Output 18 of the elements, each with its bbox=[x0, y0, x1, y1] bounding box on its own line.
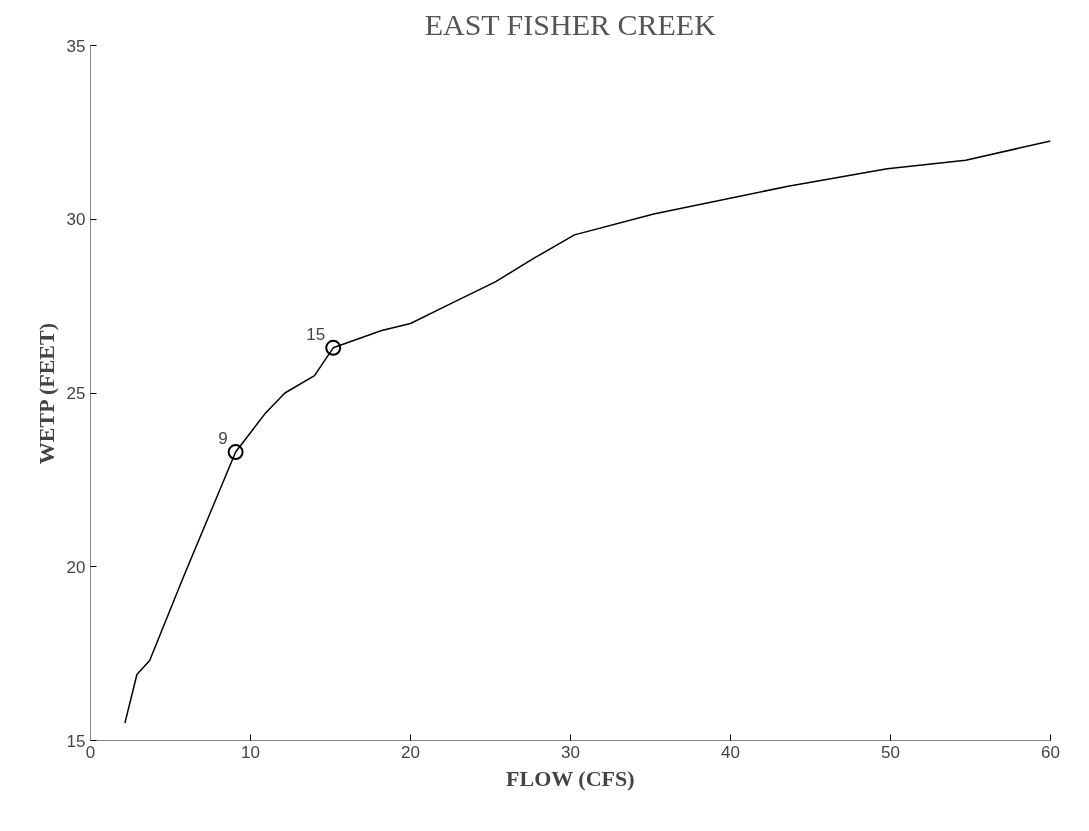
x-tick-label: 50 bbox=[881, 742, 900, 762]
x-tick-label: 20 bbox=[401, 742, 420, 762]
x-tick-label: 40 bbox=[721, 742, 740, 762]
annotation: 15 bbox=[306, 324, 326, 344]
x-tick-label: 30 bbox=[561, 742, 580, 762]
y-tick-label: 20 bbox=[66, 557, 86, 577]
x-tick-label: 60 bbox=[1041, 742, 1060, 762]
x-tick-label: 10 bbox=[241, 742, 260, 762]
annotation: 9 bbox=[218, 429, 228, 449]
y-tick-label: 25 bbox=[66, 384, 86, 403]
x-tick-label: 0 bbox=[85, 742, 96, 762]
y-tick-label: 35 bbox=[66, 36, 86, 56]
line-series bbox=[124, 140, 1051, 724]
y-tick-label: 15 bbox=[66, 731, 86, 751]
chart-title: EAST FISHER CREEK bbox=[424, 7, 717, 41]
y-tick-label: 30 bbox=[66, 210, 86, 230]
x-axis-title: FLOW (CFS) bbox=[506, 765, 635, 791]
y-axis-title: WETP (FEET) bbox=[33, 323, 59, 465]
